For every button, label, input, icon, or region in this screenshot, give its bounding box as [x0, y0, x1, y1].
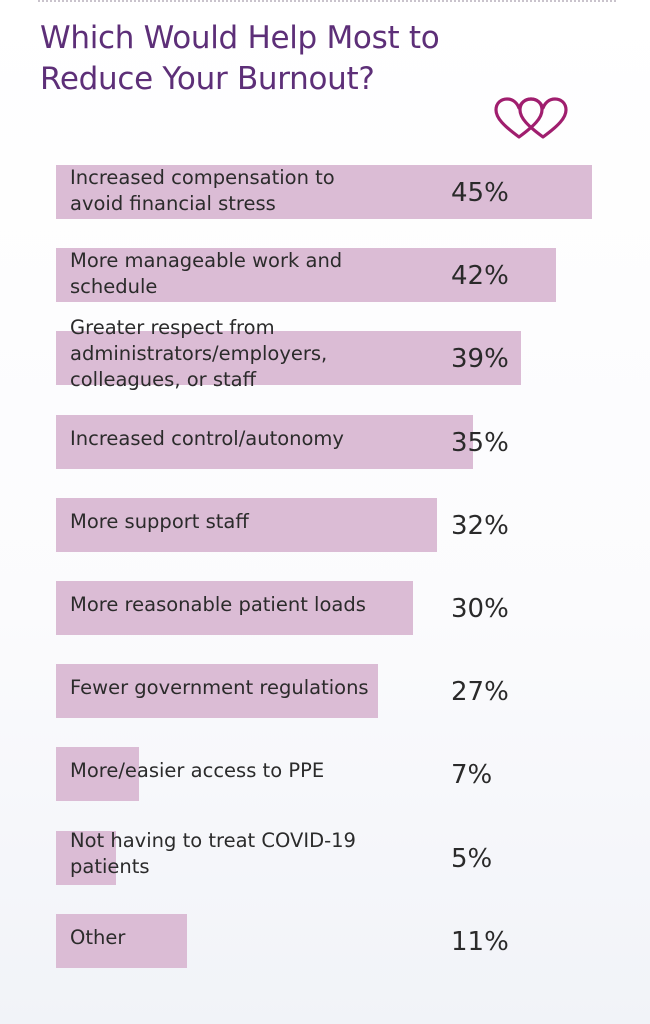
bar	[56, 165, 592, 219]
bar-label: Increased control/autonomy	[70, 426, 344, 450]
bar-label: Not having to treat COVID-19 patients	[70, 828, 356, 878]
bar-value-label: 32%	[451, 510, 509, 541]
bar-value-label: 30%	[451, 594, 509, 624]
bar	[56, 331, 521, 386]
bar-row: Other 11%	[0, 913, 650, 968]
bar-row: More reasonable patient loads 30%	[0, 581, 650, 635]
bar-row: Not having to treat COVID-19 patients 5%	[0, 828, 650, 885]
bar-label: More manageable work and schedule	[70, 249, 343, 299]
bar-label: Increased compensation to avoid financia…	[70, 166, 335, 215]
bar-row: Increased control/autonomy 35%	[0, 414, 650, 469]
bar-value-label: 35%	[451, 427, 509, 458]
bar	[56, 830, 116, 885]
bar-label: More reasonable patient loads	[70, 593, 366, 616]
bar-row: More/easier access to PPE 7%	[0, 747, 650, 802]
bar-label: Fewer government regulations	[70, 676, 369, 700]
bar-label: More/easier access to PPE	[70, 759, 325, 783]
bar	[56, 414, 473, 469]
bar-value-label: 5%	[451, 843, 493, 874]
bar	[56, 913, 187, 968]
bar-value-label: 27%	[451, 677, 509, 708]
bar-value-label: 45%	[451, 178, 509, 208]
bar	[56, 747, 139, 802]
bar-row: More manageable work and schedule 42%	[0, 248, 650, 303]
bar-row: Greater respect from administrators/empl…	[0, 316, 650, 391]
bar-label: Greater respect from administrators/empl…	[70, 316, 328, 392]
bar-label: Other	[70, 925, 126, 949]
bar	[56, 248, 556, 303]
chart-title: Which Would Help Most to Reduce Your Bur…	[40, 20, 440, 97]
bar-row: Increased compensation to avoid financia…	[0, 165, 650, 219]
interlocking-hearts-icon	[494, 97, 568, 139]
bar-value-label: 42%	[451, 261, 509, 292]
bar-row: Fewer government regulations 27%	[0, 664, 650, 719]
bar-label: More support staff	[70, 509, 249, 533]
bar	[56, 497, 437, 552]
bar-row: More support staff 32%	[0, 497, 650, 552]
bar-value-label: 11%	[451, 926, 509, 957]
bar	[56, 581, 413, 635]
bar	[56, 664, 378, 719]
bar-value-label: 7%	[451, 760, 493, 791]
top-dotted-divider	[38, 0, 616, 2]
bar-value-label: 39%	[451, 344, 509, 375]
